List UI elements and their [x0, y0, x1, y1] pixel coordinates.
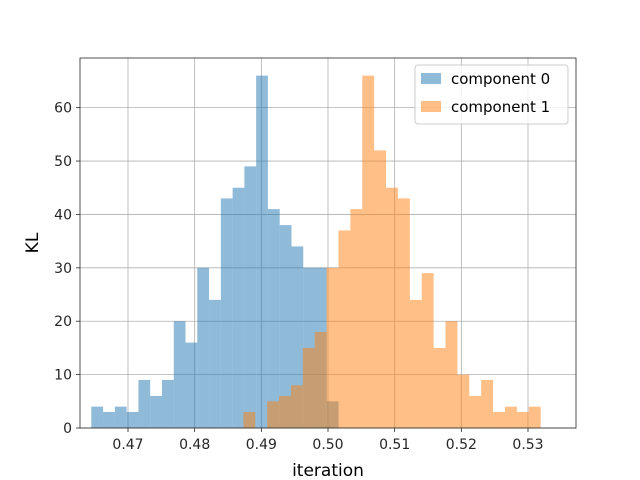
histogram-bar-component-1 — [409, 299, 422, 428]
histogram-bar-component-1 — [397, 198, 410, 428]
histogram-bar-component-1 — [374, 150, 387, 428]
histogram-bar-component-0 — [291, 246, 304, 428]
x-tick-label: 0.47 — [112, 437, 143, 453]
legend: component 0 component 1 — [414, 64, 569, 125]
histogram-bar-component-0 — [267, 209, 280, 428]
x-tick-label: 0.51 — [379, 437, 410, 453]
x-axis-ticks: 0.47 0.48 0.49 0.50 0.51 0.52 0.53 — [112, 428, 544, 453]
histogram-bar-component-1 — [433, 347, 446, 428]
histogram-bar-component-0 — [103, 411, 115, 428]
legend-box — [414, 64, 569, 125]
histogram-bar-component-0 — [279, 225, 292, 428]
histogram-bar-component-1 — [279, 395, 291, 428]
histogram-bar-component-1 — [516, 411, 529, 428]
y-axis-ticks: 0 10 20 30 40 50 60 — [54, 101, 80, 437]
legend-label-component-0: component 0 — [451, 70, 550, 88]
histogram-bar-component-0 — [244, 166, 257, 428]
x-tick-label: 0.53 — [512, 437, 543, 453]
histogram-bar-component-1 — [302, 347, 315, 428]
legend-swatch-component-1 — [421, 101, 441, 112]
histogram-bar-component-0 — [197, 267, 210, 428]
histogram-bar-component-1 — [421, 273, 434, 428]
histogram-bar-component-0 — [220, 198, 233, 428]
x-tick-label: 0.50 — [312, 437, 343, 453]
histogram-bar-component-0 — [126, 411, 139, 428]
histogram-bar-component-1 — [504, 406, 517, 428]
histogram-bar-component-1 — [469, 395, 482, 428]
y-tick-label: 40 — [54, 207, 72, 223]
x-tick-label: 0.52 — [446, 437, 477, 453]
histogram-bar-component-0 — [256, 75, 268, 428]
histogram-bar-component-0 — [91, 406, 104, 428]
histogram-bar-component-1 — [326, 267, 339, 428]
y-axis-label: KL — [23, 232, 43, 253]
histogram-bar-component-1 — [445, 321, 458, 428]
histogram-bar-component-0 — [209, 299, 221, 428]
x-tick-label: 0.48 — [179, 437, 210, 453]
histogram-bar-component-0 — [150, 395, 162, 428]
histogram-bar-component-1 — [338, 230, 351, 428]
legend-label-component-1: component 1 — [451, 98, 550, 116]
histogram-bar-component-1 — [290, 385, 303, 428]
y-tick-label: 10 — [54, 368, 72, 384]
histogram-bar-component-1 — [362, 75, 375, 428]
histogram-bar-component-1 — [528, 406, 541, 428]
y-tick-label: 20 — [54, 314, 72, 330]
histogram-bar-component-0 — [173, 321, 186, 428]
histogram-bar-component-0 — [138, 379, 151, 428]
x-axis-label: iteration — [292, 461, 364, 480]
histogram-bar-component-1 — [493, 411, 505, 428]
histogram-bar-component-1 — [350, 209, 363, 428]
histogram-bar-component-1 — [481, 379, 494, 428]
histogram-bar-component-1 — [267, 401, 280, 428]
histogram-bar-component-1 — [243, 411, 256, 428]
y-tick-label: 30 — [54, 261, 72, 277]
legend-swatch-component-0 — [421, 73, 441, 84]
y-tick-label: 60 — [54, 101, 72, 117]
x-tick-label: 0.49 — [246, 437, 277, 453]
histogram-bar-component-0 — [232, 187, 245, 428]
histogram-bar-component-0 — [114, 406, 127, 428]
histogram-bar-component-1 — [457, 374, 470, 428]
histogram-bar-component-0 — [161, 379, 174, 428]
y-tick-label: 0 — [63, 421, 72, 437]
histogram-bar-component-1 — [314, 331, 327, 428]
histogram-bars — [91, 75, 541, 428]
y-tick-label: 50 — [54, 154, 72, 170]
histogram-bar-component-0 — [185, 342, 198, 428]
histogram-bar-component-1 — [386, 187, 398, 428]
